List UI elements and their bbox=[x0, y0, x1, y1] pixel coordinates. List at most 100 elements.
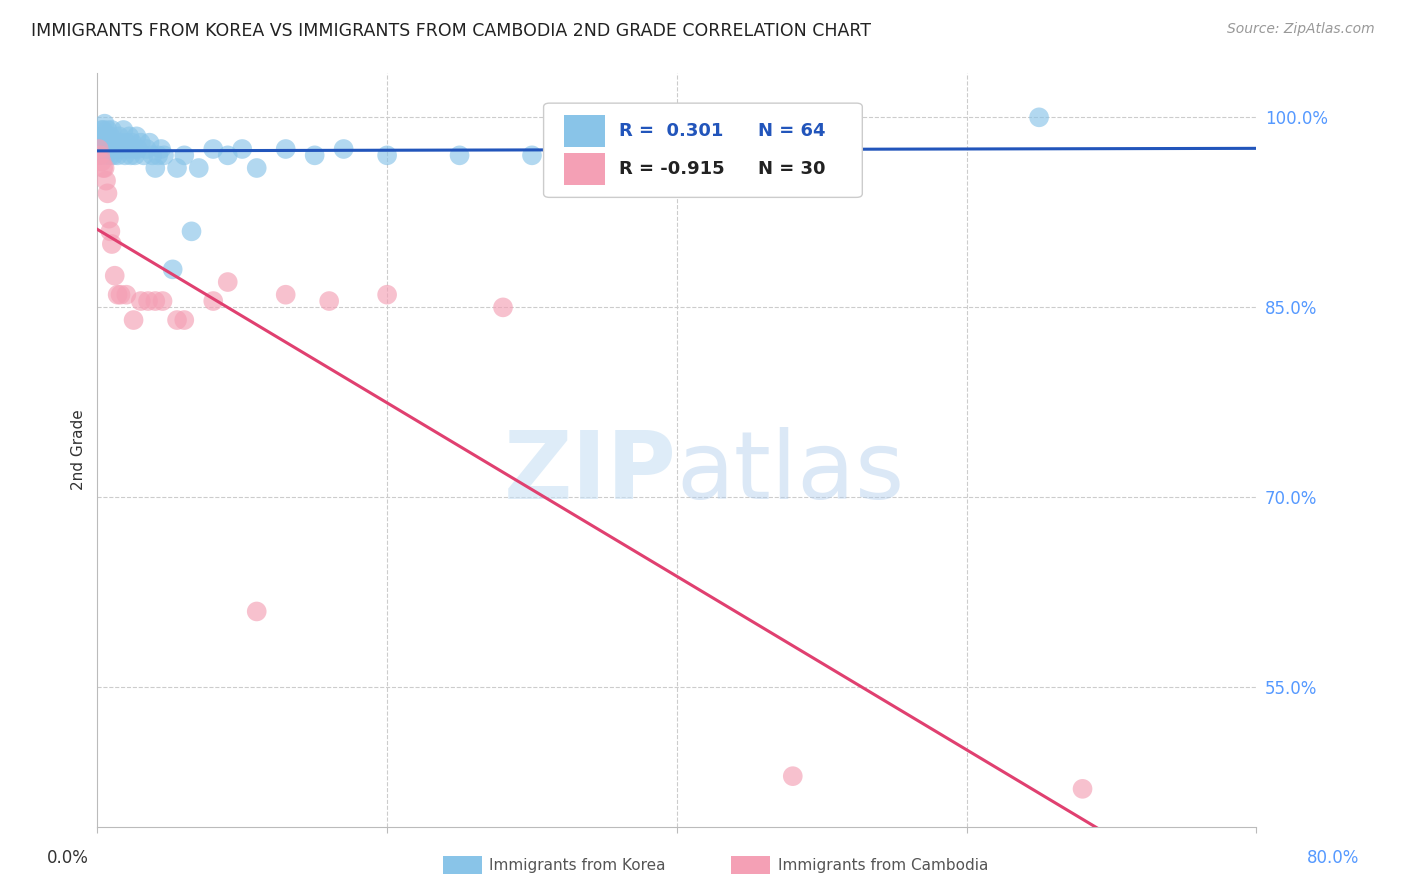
Point bbox=[217, 275, 239, 289]
Point bbox=[110, 136, 132, 150]
Point bbox=[166, 161, 188, 175]
Point bbox=[274, 142, 297, 156]
Text: R = -0.915: R = -0.915 bbox=[619, 160, 724, 178]
Point bbox=[101, 142, 124, 156]
Point bbox=[87, 148, 110, 162]
Point bbox=[112, 123, 135, 137]
Point bbox=[127, 142, 149, 156]
Point bbox=[1071, 781, 1094, 796]
Text: ZIP: ZIP bbox=[503, 426, 676, 518]
Point bbox=[122, 313, 145, 327]
Point bbox=[152, 293, 174, 308]
Point bbox=[114, 148, 136, 162]
Point bbox=[89, 148, 111, 162]
FancyBboxPatch shape bbox=[564, 153, 605, 185]
Text: 80.0%: 80.0% bbox=[1306, 849, 1360, 867]
Text: Immigrants from Korea: Immigrants from Korea bbox=[489, 858, 666, 872]
Point bbox=[101, 123, 124, 137]
Point bbox=[93, 161, 115, 175]
FancyBboxPatch shape bbox=[544, 103, 862, 197]
Point bbox=[665, 148, 688, 162]
Point bbox=[115, 287, 138, 301]
Point bbox=[129, 293, 152, 308]
Text: atlas: atlas bbox=[676, 426, 905, 518]
Text: N = 30: N = 30 bbox=[758, 160, 825, 178]
Point bbox=[90, 129, 112, 144]
Point bbox=[246, 604, 269, 618]
Point bbox=[173, 148, 195, 162]
Point bbox=[117, 142, 139, 156]
Point bbox=[202, 293, 225, 308]
Text: IMMIGRANTS FROM KOREA VS IMMIGRANTS FROM CAMBODIA 2ND GRADE CORRELATION CHART: IMMIGRANTS FROM KOREA VS IMMIGRANTS FROM… bbox=[31, 22, 870, 40]
Point bbox=[96, 142, 118, 156]
Point bbox=[100, 224, 122, 238]
Point bbox=[148, 148, 170, 162]
Text: R =  0.301: R = 0.301 bbox=[619, 122, 723, 140]
Point bbox=[93, 117, 115, 131]
Point bbox=[96, 186, 118, 201]
Point bbox=[87, 142, 110, 156]
Point bbox=[94, 148, 117, 162]
Point bbox=[101, 237, 124, 252]
Point bbox=[103, 136, 125, 150]
Point bbox=[1028, 111, 1050, 125]
Point bbox=[375, 148, 398, 162]
Text: N = 64: N = 64 bbox=[758, 122, 825, 140]
Point bbox=[115, 136, 138, 150]
Point bbox=[110, 287, 132, 301]
Point bbox=[97, 136, 120, 150]
Point bbox=[332, 142, 354, 156]
Point bbox=[121, 136, 143, 150]
Point bbox=[100, 129, 122, 144]
Point bbox=[94, 129, 117, 144]
Point bbox=[187, 161, 209, 175]
Point bbox=[153, 148, 176, 162]
Point bbox=[143, 293, 166, 308]
Point bbox=[129, 136, 152, 150]
Point bbox=[138, 136, 160, 150]
Point bbox=[492, 301, 515, 315]
Point bbox=[449, 148, 471, 162]
Point bbox=[150, 142, 173, 156]
Point bbox=[141, 148, 163, 162]
Point bbox=[107, 148, 129, 162]
Point bbox=[104, 142, 127, 156]
Point bbox=[217, 148, 239, 162]
Point bbox=[90, 123, 112, 137]
Point bbox=[162, 262, 184, 277]
Point bbox=[202, 142, 225, 156]
Point bbox=[103, 148, 125, 162]
Point bbox=[782, 769, 804, 783]
Point bbox=[231, 142, 253, 156]
Point bbox=[166, 313, 188, 327]
Point bbox=[94, 174, 117, 188]
Point bbox=[118, 129, 141, 144]
Y-axis label: 2nd Grade: 2nd Grade bbox=[72, 409, 86, 491]
Point bbox=[274, 287, 297, 301]
Point bbox=[96, 123, 118, 137]
Point bbox=[108, 129, 131, 144]
Point bbox=[135, 142, 157, 156]
Text: Immigrants from Cambodia: Immigrants from Cambodia bbox=[778, 858, 988, 872]
Point bbox=[97, 211, 120, 226]
Text: Source: ZipAtlas.com: Source: ZipAtlas.com bbox=[1227, 22, 1375, 37]
Point bbox=[91, 161, 114, 175]
FancyBboxPatch shape bbox=[564, 115, 605, 147]
Point bbox=[89, 136, 111, 150]
Point bbox=[120, 148, 142, 162]
Point bbox=[520, 148, 543, 162]
Point bbox=[111, 142, 134, 156]
Point bbox=[143, 161, 166, 175]
Point bbox=[173, 313, 195, 327]
Point bbox=[375, 287, 398, 301]
Point bbox=[104, 268, 127, 283]
Point bbox=[180, 224, 202, 238]
Point bbox=[91, 142, 114, 156]
Point bbox=[246, 161, 269, 175]
Text: 0.0%: 0.0% bbox=[46, 849, 89, 867]
Point bbox=[97, 142, 120, 156]
Point bbox=[90, 154, 112, 169]
Point bbox=[125, 129, 148, 144]
Point bbox=[93, 136, 115, 150]
Point bbox=[91, 123, 114, 137]
